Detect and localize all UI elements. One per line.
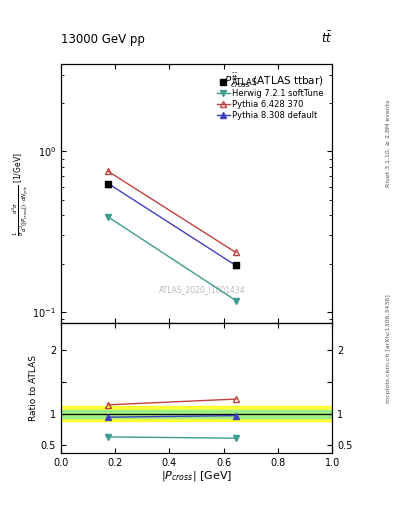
Text: 13000 GeV pp: 13000 GeV pp	[61, 33, 145, 46]
Line: ATLAS: ATLAS	[105, 180, 239, 269]
Pythia 6.428 370	[106, 168, 111, 175]
Text: ATLAS_2020_I1801434: ATLAS_2020_I1801434	[159, 285, 245, 294]
Line: Pythia 6.428 370: Pythia 6.428 370	[105, 168, 239, 256]
Pythia 8.308 default	[233, 263, 238, 269]
Y-axis label: Ratio to ATLAS: Ratio to ATLAS	[29, 355, 38, 421]
Pythia 8.308 default	[106, 181, 111, 187]
Line: Pythia 8.308 default: Pythia 8.308 default	[105, 180, 239, 269]
ATLAS	[233, 263, 238, 269]
Bar	[61, 410, 332, 417]
Text: Rivet 3.1.10, ≥ 2.8M events: Rivet 3.1.10, ≥ 2.8M events	[386, 100, 391, 187]
Y-axis label: $\frac{1}{\sigma}\frac{d^2\sigma}{d^2(|P_{cross}|)\cdot dN_{jets}}$ [1/GeV]: $\frac{1}{\sigma}\frac{d^2\sigma}{d^2(|P…	[11, 152, 31, 236]
Text: $P^{\bar{t}\bar{t}}_{cross}$ (ATLAS ttbar): $P^{\bar{t}\bar{t}}_{cross}$ (ATLAS ttba…	[224, 72, 324, 90]
Pythia 6.428 370	[233, 249, 238, 255]
Text: $t\bar{t}$: $t\bar{t}$	[321, 31, 332, 46]
ATLAS	[106, 181, 111, 187]
Legend: ATLAS, Herwig 7.2.1 softTune, Pythia 6.428 370, Pythia 8.308 default: ATLAS, Herwig 7.2.1 softTune, Pythia 6.4…	[215, 76, 325, 121]
Herwig 7.2.1 softTune	[233, 297, 238, 304]
Line: Herwig 7.2.1 softTune: Herwig 7.2.1 softTune	[105, 214, 239, 304]
Herwig 7.2.1 softTune	[106, 214, 111, 220]
X-axis label: $|P_{cross}|$ [GeV]: $|P_{cross}|$ [GeV]	[161, 470, 232, 483]
Bar	[61, 406, 332, 421]
Text: mcplots.cern.ch [arXiv:1306.3436]: mcplots.cern.ch [arXiv:1306.3436]	[386, 294, 391, 402]
